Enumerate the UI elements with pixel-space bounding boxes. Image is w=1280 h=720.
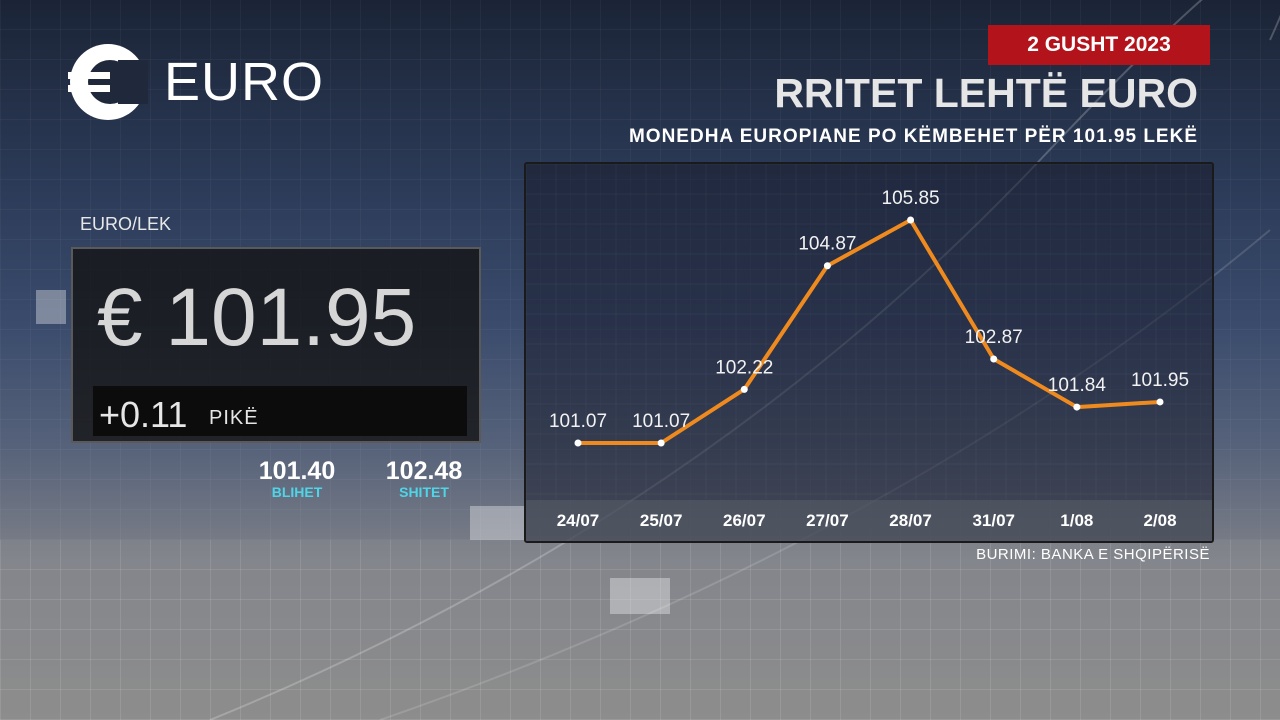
series-line-segment [659, 387, 747, 445]
currency-pair-label: EURO/LEK [80, 214, 172, 234]
x-tick-label: 26/07 [723, 511, 766, 530]
buy-value: 101.40 [258, 457, 336, 485]
data-point [1156, 398, 1164, 406]
series-line-segment [825, 218, 913, 268]
buy-rate: 101.40 BLIHET [242, 457, 352, 500]
change-unit: PIKË [209, 407, 259, 429]
series-line-segment [908, 218, 996, 362]
data-point [990, 355, 998, 363]
data-label: 101.95 [1131, 370, 1189, 391]
data-point [574, 439, 582, 447]
background-tile [470, 506, 524, 540]
background-tile [610, 578, 670, 614]
chart-svg: 101.07 24/07 101.07 25/07 102.22 26/07 104.87 2… [526, 164, 1212, 541]
rate-value: € 101.95 [97, 272, 417, 363]
source-note: BURIMI: BANKA E SHQIPËRISË [976, 546, 1210, 563]
data-point [823, 262, 831, 270]
x-tick-label: 28/07 [889, 511, 932, 530]
data-label: 101.07 [549, 411, 607, 432]
x-tick-label: 1/08 [1060, 511, 1093, 530]
x-tick-label: 31/07 [972, 511, 1015, 530]
rate-panel: € 101.95 +0.11 PIKË [71, 247, 481, 443]
x-tick-label: 27/07 [806, 511, 849, 530]
series-line-segment [1074, 399, 1162, 410]
data-point [657, 439, 665, 447]
logo-text: EURO [164, 52, 325, 112]
data-label: 101.84 [1048, 375, 1107, 396]
sell-value: 102.48 [385, 457, 463, 485]
x-tick-label: 25/07 [640, 511, 683, 530]
series-line-segment [991, 357, 1079, 410]
x-tick-label: 24/07 [557, 511, 600, 530]
series-line-segment [742, 263, 830, 392]
sell-label: SHITET [399, 484, 449, 500]
subheadline: MONEDHA EUROPIANE PO KËMBEHET PËR 101.95… [628, 126, 1198, 147]
sell-rate: 102.48 SHITET [369, 457, 479, 500]
line-chart: 101.07 24/07 101.07 25/07 102.22 26/07 104.87 2… [524, 162, 1214, 543]
data-label: 102.87 [965, 327, 1023, 348]
data-label: 102.22 [715, 357, 773, 378]
data-label: 105.85 [882, 188, 940, 209]
x-tick-label: 2/08 [1143, 511, 1176, 530]
x-axis-band [526, 500, 1212, 541]
data-point [740, 385, 748, 393]
change-bar: +0.11 PIKË [93, 386, 467, 436]
background-tile [36, 290, 66, 324]
date-badge: 2 GUSHT 2023 [988, 25, 1210, 65]
change-value: +0.11 [99, 394, 188, 435]
headline: RRITET LEHTË EURO [774, 70, 1198, 116]
data-label: 104.87 [798, 234, 856, 255]
euro-icon [68, 44, 148, 120]
data-point [1073, 403, 1081, 411]
data-point [907, 216, 915, 224]
data-label: 101.07 [632, 411, 690, 432]
logo: EURO [66, 42, 324, 122]
buy-label: BLIHET [271, 484, 323, 500]
background-mosaic [0, 540, 1280, 720]
